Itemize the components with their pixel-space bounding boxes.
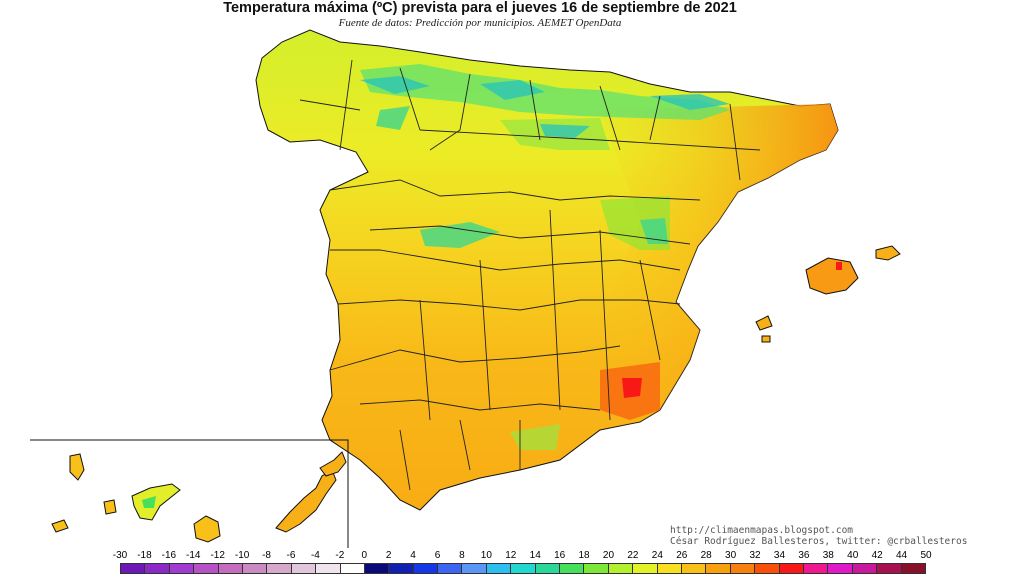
legend-swatch — [364, 564, 390, 573]
legend-swatch — [657, 564, 682, 573]
legend-swatch — [316, 564, 341, 573]
legend-swatch — [560, 564, 585, 573]
legend-label: 14 — [529, 550, 541, 561]
legend-swatch — [438, 564, 463, 573]
legend-labels: -30 -18 -16 -14 -12 -10 -8 -6 -4 -2 0 2 4 6 8 10 12 14 16 1… — [112, 550, 932, 562]
spain-mainland — [255, 29, 839, 511]
legend-label: 22 — [627, 550, 639, 561]
legend-swatch — [267, 564, 292, 573]
legend-label: 28 — [700, 550, 712, 561]
legend-label: -4 — [310, 550, 320, 561]
map-title: Temperatura máxima (ºC) prevista para el… — [223, 0, 737, 16]
legend-label: 4 — [410, 550, 416, 561]
legend-label: 8 — [459, 550, 465, 561]
balearic-islands — [755, 245, 901, 343]
legend-label: -14 — [186, 550, 201, 561]
canary-islands-inset — [30, 439, 349, 548]
legend-label: 2 — [385, 550, 392, 561]
legend-swatch — [877, 564, 902, 573]
legend-label: 40 — [847, 550, 859, 561]
map-subtitle: Fuente de datos: Predicción por municipi… — [338, 17, 622, 29]
credits: http://climaenmapas.blogspot.com César R… — [670, 525, 967, 547]
legend-swatch — [730, 564, 756, 573]
legend-label: 30 — [725, 550, 737, 561]
legend-label: 26 — [676, 550, 688, 561]
legend-label: 50 — [920, 550, 932, 561]
legend-swatch — [584, 564, 609, 573]
legend-color-bar — [120, 563, 926, 574]
legend-label: 18 — [578, 550, 590, 561]
legend-swatch — [218, 564, 243, 573]
legend-label: 38 — [822, 550, 834, 561]
legend-label: 32 — [749, 550, 761, 561]
legend-swatch — [169, 564, 195, 573]
legend-swatch — [755, 564, 780, 573]
legend-label: 36 — [798, 550, 810, 561]
legend-label: 34 — [773, 550, 786, 561]
legend-label: -8 — [262, 550, 271, 561]
legend-swatch — [486, 564, 512, 573]
color-legend: -30 -18 -16 -14 -12 -10 -8 -6 -4 -2 0 2 4 6 8 10 12 14 16 1… — [112, 550, 932, 576]
legend-swatch — [194, 564, 219, 573]
legend-label: -6 — [286, 550, 296, 561]
legend-swatch — [779, 564, 804, 573]
legend-swatch — [828, 564, 853, 573]
legend-label: -12 — [210, 550, 225, 561]
legend-label: -18 — [137, 550, 152, 561]
legend-label: 0 — [361, 550, 368, 561]
legend-label: 24 — [651, 550, 663, 561]
legend-swatch — [803, 564, 829, 573]
legend-swatch — [242, 564, 268, 573]
legend-label: -10 — [234, 550, 250, 561]
legend-label: -16 — [161, 550, 177, 561]
credits-url[interactable]: http://climaenmapas.blogspot.com — [670, 525, 854, 536]
legend-label: 6 — [434, 550, 441, 561]
legend-swatch — [462, 564, 487, 573]
legend-swatch — [535, 564, 561, 573]
legend-label: 44 — [896, 550, 908, 561]
legend-swatch — [901, 564, 925, 573]
legend-label: -30 — [112, 550, 128, 561]
legend-label: 10 — [480, 550, 492, 561]
legend-label: 12 — [505, 550, 517, 561]
legend-swatch — [633, 564, 658, 573]
legend-swatch — [389, 564, 414, 573]
legend-swatch — [511, 564, 536, 573]
legend-swatch — [852, 564, 878, 573]
legend-swatch — [340, 564, 365, 573]
legend-swatch — [291, 564, 317, 573]
legend-swatch — [121, 564, 146, 573]
legend-label: 20 — [602, 550, 615, 561]
legend-label: 16 — [554, 550, 566, 561]
legend-label: -2 — [335, 550, 345, 561]
credits-author: César Rodríguez Ballesteros, twitter: @c… — [670, 536, 968, 547]
legend-swatch — [608, 564, 634, 573]
legend-swatch — [145, 564, 170, 573]
legend-swatch — [681, 564, 707, 573]
legend-swatch — [706, 564, 731, 573]
legend-swatch — [413, 564, 439, 573]
legend-label: 42 — [871, 550, 883, 561]
